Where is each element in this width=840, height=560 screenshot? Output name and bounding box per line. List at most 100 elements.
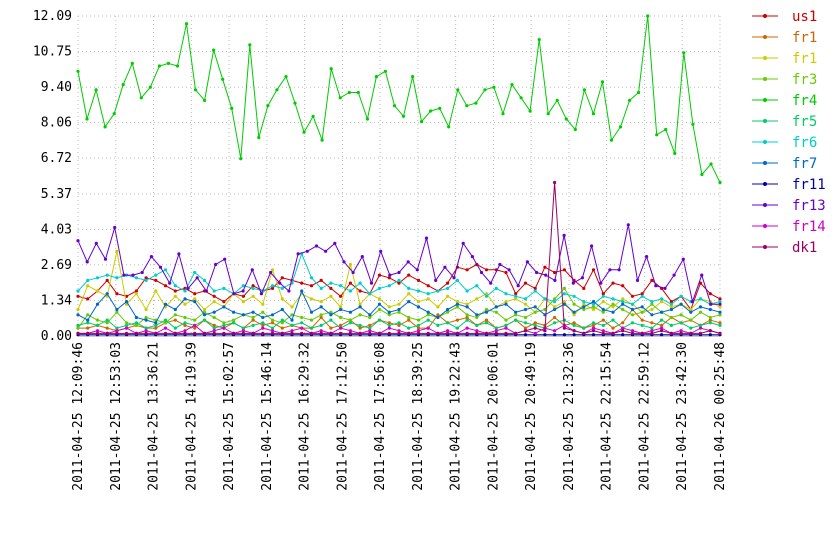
data-point [426, 292, 430, 296]
legend-item: fr7 [752, 156, 817, 172]
data-point [562, 300, 567, 304]
data-point [387, 323, 391, 327]
axis-layer: 0.00 1.34 2.69 4.03 5.37 6.72 8.06 9.40 10.75 12.… [33, 9, 728, 491]
data-point [582, 88, 587, 92]
data-point [76, 313, 80, 317]
data-point [514, 310, 518, 314]
data-point [446, 329, 450, 333]
data-point [436, 323, 440, 327]
data-point [339, 323, 343, 327]
series-fr6-6 [76, 252, 722, 306]
data-point [591, 302, 596, 306]
data-point [591, 321, 596, 325]
data-point [280, 276, 284, 280]
legend-swatch-marker [763, 14, 767, 18]
data-point [718, 305, 722, 309]
data-point [528, 109, 532, 113]
data-point [232, 321, 236, 325]
data-point [416, 300, 421, 304]
data-point [572, 310, 576, 314]
data-point [374, 75, 378, 79]
data-point [232, 310, 236, 314]
data-point [424, 236, 429, 240]
data-point [483, 88, 487, 92]
data-point [251, 284, 255, 288]
data-point [498, 262, 502, 267]
data-point [270, 321, 275, 325]
data-point [533, 310, 537, 314]
data-point [222, 321, 226, 325]
y-tick-label: 10.75 [33, 44, 72, 59]
data-point [660, 326, 664, 330]
data-point [368, 331, 372, 335]
data-point [416, 329, 421, 333]
data-point [193, 292, 197, 296]
data-point [183, 302, 187, 306]
data-point [222, 331, 226, 335]
data-point [300, 289, 304, 293]
data-point [708, 321, 712, 325]
data-point [591, 112, 596, 116]
data-point [700, 273, 704, 277]
data-point [368, 315, 372, 320]
data-point [193, 331, 197, 335]
y-tick-label: 1.34 [41, 294, 72, 309]
data-point [356, 90, 360, 95]
data-point [134, 289, 138, 293]
data-point [572, 329, 576, 333]
data-point [455, 305, 459, 309]
data-point [543, 265, 547, 269]
data-point [183, 289, 187, 293]
data-point [222, 305, 226, 309]
data-point [105, 318, 109, 322]
series-fr7-7 [76, 289, 722, 325]
data-point [202, 331, 207, 335]
data-point [669, 331, 674, 335]
data-point [173, 284, 177, 288]
data-point [708, 333, 712, 337]
data-point [426, 310, 430, 314]
data-point [86, 297, 90, 301]
data-point [475, 313, 479, 317]
data-point [484, 292, 489, 296]
legend: us1 fr1 fr1 fr3 fr4 fr5 fr6 fr7 fr11 fr13 fr14 dk1 [752, 9, 826, 256]
data-point [601, 307, 605, 312]
data-point [591, 300, 596, 304]
data-point [113, 225, 117, 230]
data-point [125, 321, 129, 325]
data-point [230, 106, 234, 110]
data-point [621, 300, 625, 304]
data-point [650, 313, 654, 317]
data-point [582, 326, 586, 330]
data-point [314, 244, 319, 248]
data-point [95, 323, 100, 327]
data-point [650, 307, 654, 312]
data-point [358, 313, 362, 317]
data-point [436, 315, 440, 320]
data-point [660, 297, 664, 301]
data-point [533, 321, 537, 325]
data-point [214, 262, 218, 267]
data-point [241, 331, 245, 335]
data-point [261, 321, 265, 325]
data-point [183, 331, 187, 335]
data-point [535, 270, 539, 275]
data-point [290, 318, 294, 322]
x-tick-label: 2011-04-25 15:02:57 [222, 342, 237, 491]
data-point [348, 329, 352, 333]
data-point [250, 268, 254, 272]
data-point [708, 315, 712, 320]
x-tick-label: 2011-04-25 17:12:50 [335, 342, 350, 491]
data-point [630, 307, 635, 312]
data-point [514, 331, 518, 335]
data-point [275, 88, 279, 92]
legend-swatch-marker [763, 161, 767, 165]
data-point [348, 310, 352, 314]
data-point [420, 120, 424, 124]
data-point [436, 313, 440, 317]
data-point [339, 305, 343, 309]
data-point [650, 302, 654, 306]
data-point [645, 255, 649, 259]
legend-item: fr3 [752, 72, 817, 88]
data-point [470, 255, 474, 259]
